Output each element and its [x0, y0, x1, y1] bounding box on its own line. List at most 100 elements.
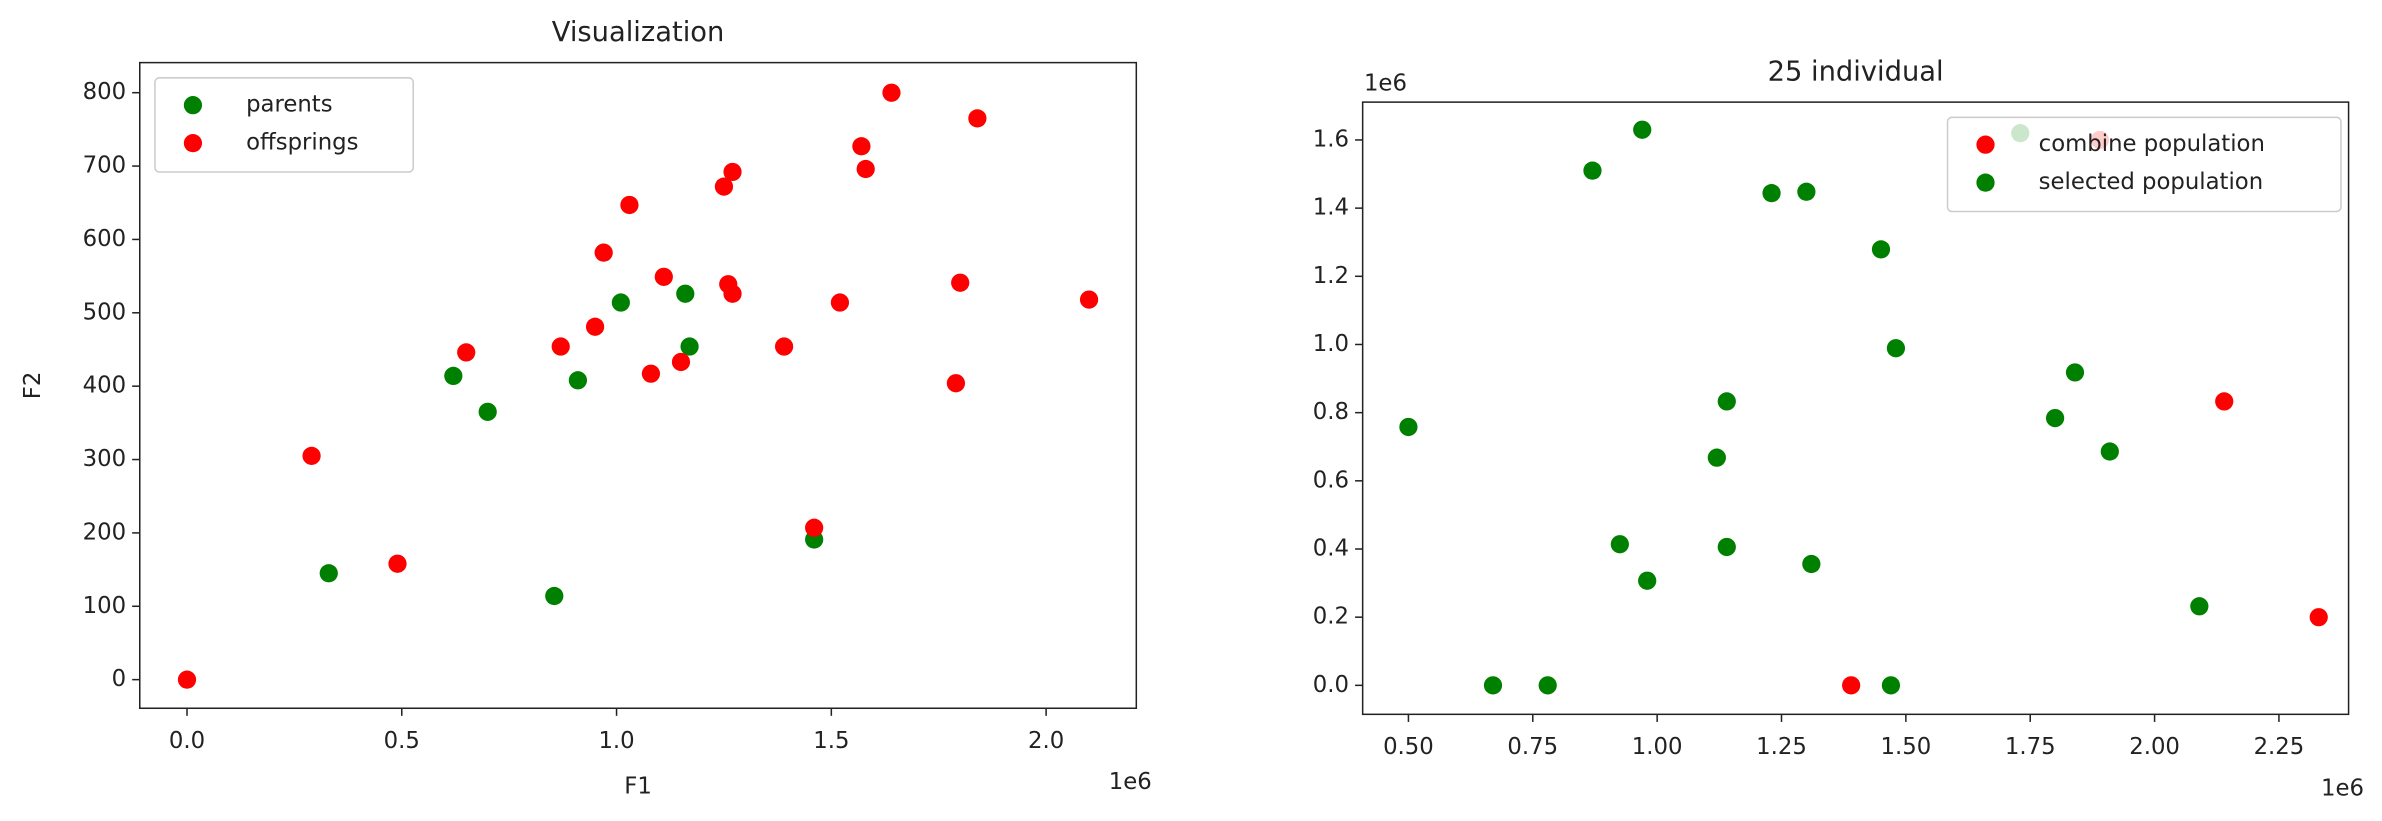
x-tick-label: 1.25 [1756, 734, 1807, 760]
point [319, 564, 338, 583]
point [2215, 392, 2234, 411]
point [671, 352, 691, 372]
point [1538, 676, 1557, 695]
point [1802, 554, 1821, 574]
x-tick-label: 1.75 [2005, 734, 2056, 760]
x-tick-label: 1.50 [1881, 734, 1932, 760]
point [388, 554, 407, 573]
y-tick-label: 1.2 [1313, 263, 1349, 289]
y-tick-label: 200 [83, 519, 126, 545]
legend-label: offsprings [246, 130, 358, 156]
y-axis-label: F2 [20, 372, 46, 400]
legend-label: combine population [2039, 131, 2265, 157]
point [1871, 240, 1891, 259]
x-tick-label: 0.75 [1507, 734, 1558, 760]
point [1881, 676, 1901, 695]
point [1583, 161, 1602, 180]
point [1797, 182, 1816, 201]
point [1483, 676, 1503, 695]
point [856, 159, 875, 179]
point [1638, 571, 1657, 590]
point [585, 317, 605, 336]
point [946, 374, 966, 393]
point [478, 402, 497, 421]
chart-title: 25 individual [1768, 57, 1944, 88]
x-offset-label: 1e6 [2321, 775, 2364, 801]
point [1717, 392, 1736, 411]
point [641, 364, 661, 383]
legend-label: parents [246, 92, 332, 118]
x-tick-label: 0.5 [384, 728, 420, 754]
point [774, 337, 794, 356]
y-tick-label: 300 [83, 446, 126, 472]
x-tick-label: 0.50 [1383, 734, 1434, 760]
point [1717, 537, 1736, 557]
x-tick-label: 1.0 [598, 728, 634, 754]
point [457, 343, 476, 362]
x-axis-label: F1 [624, 774, 652, 800]
point [852, 137, 871, 156]
point [2045, 408, 2065, 428]
point [2065, 363, 2085, 382]
legend-marker [1976, 135, 1995, 154]
point [568, 371, 588, 390]
y-tick-label: 400 [83, 373, 126, 399]
y-tick-label: 100 [83, 593, 126, 619]
x-tick-label: 2.25 [2254, 734, 2305, 760]
point [676, 284, 695, 303]
point [805, 518, 824, 537]
point [1633, 120, 1652, 139]
point [2309, 608, 2328, 627]
legend-box [1946, 116, 2342, 213]
point [968, 109, 987, 128]
legend-label: selected population [2039, 169, 2263, 195]
y-offset-label: 1e6 [1364, 70, 1407, 96]
point [302, 446, 321, 465]
point [1886, 339, 1906, 358]
y-tick-label: 0.8 [1313, 399, 1349, 425]
point [620, 195, 639, 215]
x-tick-label: 1.5 [813, 728, 849, 754]
point [882, 83, 901, 102]
y-tick-label: 1.4 [1313, 195, 1349, 221]
point [714, 177, 734, 196]
point [1707, 448, 1726, 467]
legend-marker [1976, 173, 1995, 192]
legend-box [154, 77, 414, 173]
point [545, 586, 564, 606]
point [654, 267, 673, 286]
point [177, 670, 197, 689]
x-tick-label: 2.00 [2129, 734, 2180, 760]
y-tick-label: 0 [112, 666, 126, 692]
y-tick-label: 1.0 [1313, 331, 1349, 357]
y-tick-label: 0.4 [1313, 536, 1349, 562]
point [680, 337, 699, 356]
plot-frame [139, 61, 1138, 710]
point [1399, 417, 1418, 437]
y-tick-label: 0.6 [1313, 467, 1349, 493]
x-tick-label: 1.00 [1632, 734, 1683, 760]
y-tick-label: 0.2 [1313, 604, 1349, 630]
point [2190, 597, 2209, 616]
x-offset-label: 1e6 [1109, 769, 1152, 795]
point [594, 243, 613, 262]
point [444, 366, 463, 386]
plot-frame [1361, 101, 2350, 716]
x-tick-label: 0.0 [169, 728, 205, 754]
legend-marker [183, 96, 203, 115]
point [830, 293, 850, 312]
y-tick-label: 1.6 [1313, 126, 1349, 152]
y-tick-label: 700 [83, 153, 126, 179]
point [1762, 184, 1781, 203]
legend-marker [183, 134, 203, 153]
point [611, 293, 630, 312]
point [1842, 676, 1861, 695]
point [723, 284, 742, 303]
y-tick-label: 600 [83, 226, 126, 252]
y-tick-label: 800 [83, 79, 126, 105]
point [723, 162, 742, 182]
y-tick-label: 500 [83, 299, 126, 325]
y-tick-label: 0.0 [1313, 672, 1349, 698]
point [2100, 442, 2119, 461]
